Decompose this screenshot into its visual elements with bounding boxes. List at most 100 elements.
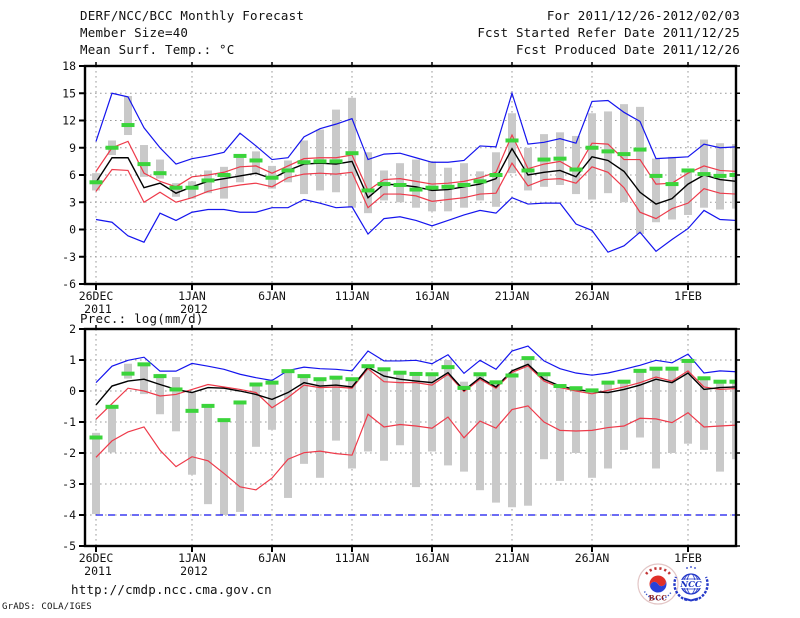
source-url: http://cmdp.ncc.cma.gov.cn [71, 582, 272, 597]
member-spread-bar [508, 113, 516, 174]
observation-dash [265, 175, 279, 180]
observation-dash [649, 366, 663, 371]
x-tick-label: 16JAN [415, 289, 450, 303]
fcst-produced-date-label: Fcst Produced Date 2011/12/26 [515, 42, 740, 57]
y-tick-label: 0 [69, 384, 76, 398]
member-spread-bar [252, 151, 260, 175]
x-tick-sublabel: 2012 [180, 564, 208, 578]
bcc-logo: BCC [637, 563, 679, 605]
observation-dash [409, 371, 423, 376]
ncc-logo-star [686, 567, 688, 569]
observation-dash [585, 145, 599, 150]
y-tick-label: -3 [62, 250, 76, 264]
x-tick-label: 1JAN [178, 551, 206, 565]
member-spread-bar [620, 380, 628, 450]
member-spread-bar [108, 406, 116, 453]
member-spread-bar [700, 377, 708, 450]
observation-dash [697, 376, 711, 381]
ensemble-mean-line [95, 363, 736, 406]
mean-minus-spread-line [95, 405, 736, 491]
observation-dash [265, 380, 279, 385]
observation-dash [553, 384, 567, 389]
observation-dash [361, 364, 375, 369]
observation-dash [89, 435, 103, 440]
ensemble-mean-line [95, 147, 736, 205]
observation-dash [121, 123, 135, 128]
member-spread-bar [92, 432, 100, 515]
member-spread-bar [396, 372, 404, 446]
observation-dash [617, 152, 631, 157]
y-tick-label: 1 [69, 353, 76, 367]
member-spread-bar [364, 364, 372, 452]
observation-dash [713, 379, 727, 384]
observation-dash [697, 172, 711, 177]
observation-dash [553, 156, 567, 161]
member-spread-bar [156, 373, 164, 415]
page-title: DERF/NCC/BCC Monthly Forecast [80, 8, 305, 23]
member-spread-bar [508, 372, 516, 508]
member-spread-bar [300, 375, 308, 464]
member-spread-bar [252, 383, 260, 447]
chart-data [89, 345, 736, 516]
member-spread-bar [172, 183, 180, 197]
ensemble-max-line [95, 345, 736, 384]
observation-dash [505, 138, 519, 143]
member-spread-bar [732, 381, 736, 460]
observation-dash [441, 365, 455, 370]
x-tick-label: 11JAN [335, 289, 370, 303]
observation-dash [489, 380, 503, 385]
member-spread-bar [236, 401, 244, 512]
member-spread-bar [412, 159, 420, 208]
ncc-logo-band [679, 580, 703, 588]
y-tick-label: 12 [62, 114, 76, 128]
observation-dash [521, 168, 535, 173]
member-spread-bar [348, 378, 356, 469]
observation-dash [569, 167, 583, 172]
member-spread-bar [588, 389, 596, 478]
observation-dash [281, 168, 295, 173]
forecast-range-label: For 2011/12/26-2012/02/03 [546, 8, 740, 23]
chart-data [89, 91, 736, 253]
member-spread-bar [668, 367, 676, 453]
observation-dash [489, 173, 503, 177]
member-spread-bar [428, 373, 436, 452]
x-tick-label: 26JAN [575, 551, 610, 565]
observation-dash [633, 147, 647, 152]
observation-dash [281, 369, 295, 374]
observation-dash [137, 162, 151, 167]
member-spread-bar [524, 356, 532, 506]
x-tick-label: 1FEB [674, 551, 702, 565]
y-tick-label: 15 [62, 86, 76, 100]
member-spread-bar [412, 372, 420, 488]
observation-dash [313, 377, 327, 382]
member-spread-bar [492, 152, 500, 207]
observation-dash [393, 370, 407, 375]
observation-dash [297, 374, 311, 379]
x-tick-label: 26DEC [79, 551, 114, 565]
y-tick-label: -1 [62, 415, 76, 429]
plot-frame [83, 327, 738, 548]
y-tick-label: -3 [62, 477, 76, 491]
member-spread-bar [140, 145, 148, 177]
member-spread-bar [492, 381, 500, 503]
observation-dash [681, 168, 695, 173]
fcst-refer-date-label: Fcst Started Refer Date 2011/12/25 [477, 25, 740, 40]
observation-dash [457, 182, 471, 187]
ncc-logo-wreath-left [673, 576, 688, 602]
observation-dash [569, 386, 583, 391]
member-spread-bar [364, 152, 372, 214]
observation-dash [393, 182, 407, 187]
ensemble-max-line [95, 91, 736, 165]
observation-dash [441, 184, 455, 189]
mean-plus-spread-line [95, 365, 736, 420]
observation-dash [537, 157, 551, 162]
member-spread-bar [460, 381, 468, 472]
member-spread-bar [172, 377, 180, 432]
member-spread-bar [684, 172, 692, 215]
observation-dash [585, 388, 599, 393]
observation-dash [601, 149, 615, 154]
